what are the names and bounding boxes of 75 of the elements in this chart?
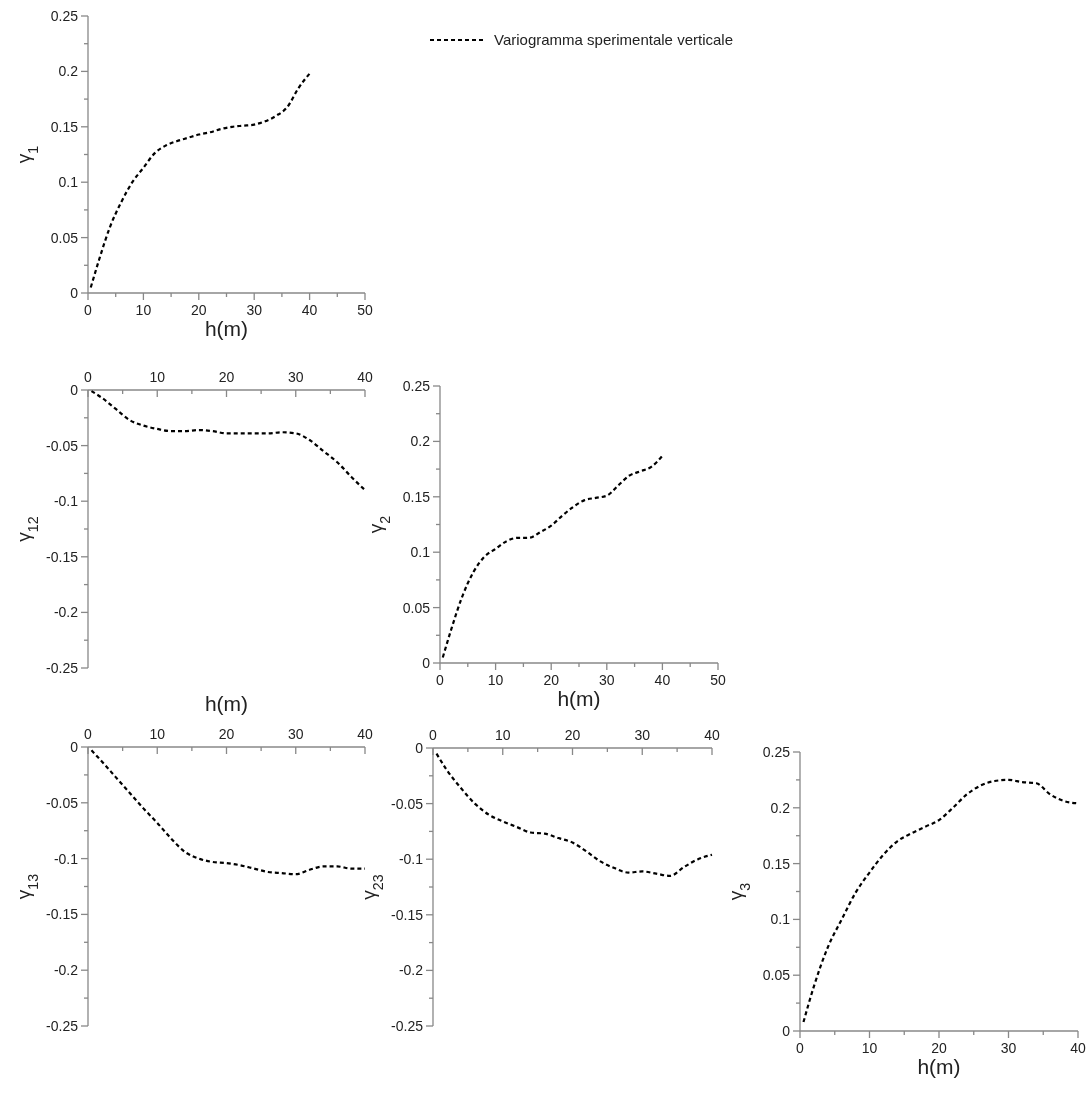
y-tick-label: 0.05 bbox=[762, 967, 791, 984]
y-tick-label: 0 bbox=[422, 654, 431, 671]
x-tick-label: 30 bbox=[287, 369, 304, 385]
x-tick-label: 0 bbox=[436, 672, 445, 688]
x-tick-label: 40 bbox=[1070, 1040, 1086, 1056]
x-tick-label: 10 bbox=[861, 1040, 878, 1056]
line-series bbox=[89, 72, 311, 289]
x-tick-label: 40 bbox=[357, 369, 373, 385]
y-tick-label: -0.25 bbox=[46, 659, 79, 676]
y-tick-label: -0.15 bbox=[391, 906, 424, 923]
y-tick-label: 0.2 bbox=[410, 433, 431, 450]
y-tick-label: -0.2 bbox=[53, 962, 79, 979]
x-axis-title: h(m) bbox=[204, 317, 249, 340]
x-tick-label: 20 bbox=[218, 369, 235, 385]
y-tick-label: 0.15 bbox=[762, 855, 791, 872]
x-tick-label: 30 bbox=[246, 302, 263, 318]
x-tick-label: 50 bbox=[710, 672, 726, 688]
y-tick-label: -0.15 bbox=[46, 548, 79, 565]
x-axis-title: h(m) bbox=[917, 1055, 961, 1078]
y-tick-label: 0.25 bbox=[50, 7, 79, 24]
x-tick-label: 0 bbox=[796, 1040, 805, 1056]
y-tick-label: -0.1 bbox=[53, 850, 79, 867]
x-axis-title: h(m) bbox=[204, 692, 249, 715]
y-tick-label: 0.1 bbox=[58, 174, 79, 191]
x-tick-label: 10 bbox=[149, 369, 166, 385]
y-tick-label: -0.1 bbox=[398, 851, 424, 868]
y-tick-label: -0.05 bbox=[46, 794, 79, 811]
x-tick-label: 30 bbox=[634, 727, 651, 743]
y-tick-label: 0.25 bbox=[762, 743, 791, 760]
y-tick-label: 0.2 bbox=[770, 799, 791, 816]
x-tick-label: 10 bbox=[135, 302, 152, 318]
legend-label: Variogramma sperimentale verticale bbox=[494, 31, 733, 49]
x-tick-label: 40 bbox=[654, 672, 671, 688]
x-tick-label: 10 bbox=[149, 726, 166, 742]
y-tick-label: 0 bbox=[70, 284, 79, 301]
y-tick-label: 0.15 bbox=[50, 118, 79, 135]
y-tick-label: 0.2 bbox=[58, 63, 79, 80]
x-tick-label: 20 bbox=[191, 302, 207, 318]
y-tick-label: -0.2 bbox=[398, 962, 424, 979]
x-tick-label: 40 bbox=[704, 727, 720, 743]
x-tick-label: 20 bbox=[931, 1040, 947, 1056]
x-tick-label: 0 bbox=[84, 369, 93, 385]
y-tick-label: -0.05 bbox=[46, 437, 79, 454]
x-tick-label: 20 bbox=[218, 726, 235, 742]
x-tick-label: 20 bbox=[543, 672, 560, 688]
x-tick-label: 0 bbox=[84, 302, 93, 318]
y-tick-label: 0.15 bbox=[402, 488, 431, 505]
x-tick-label: 40 bbox=[301, 302, 318, 318]
y-tick-label: 0.1 bbox=[410, 544, 431, 561]
y-tick-label: 0 bbox=[70, 381, 79, 398]
y-tick-label: -0.1 bbox=[53, 493, 79, 510]
x-tick-label: 30 bbox=[1000, 1040, 1017, 1056]
x-tick-label: 20 bbox=[564, 727, 581, 743]
line-series bbox=[435, 752, 714, 877]
y-tick-label: 0.1 bbox=[770, 911, 791, 928]
x-tick-label: 10 bbox=[494, 727, 511, 743]
y-tick-label: 0 bbox=[782, 1022, 791, 1039]
line-series bbox=[441, 454, 664, 659]
y-tick-label: -0.2 bbox=[53, 604, 79, 621]
y-tick-label: -0.15 bbox=[46, 906, 79, 923]
y-tick-label: 0.05 bbox=[402, 599, 431, 616]
x-tick-label: 10 bbox=[487, 672, 504, 688]
y-tick-label: -0.25 bbox=[46, 1017, 79, 1034]
x-axis-title: h(m) bbox=[557, 687, 601, 710]
y-tick-label: 0.25 bbox=[402, 377, 431, 394]
x-tick-label: 0 bbox=[84, 726, 93, 742]
x-tick-label: 30 bbox=[287, 726, 304, 742]
y-tick-label: -0.25 bbox=[391, 1017, 424, 1034]
y-tick-label: 0.05 bbox=[50, 229, 79, 246]
y-tick-label: 0 bbox=[415, 739, 424, 756]
x-tick-label: 30 bbox=[599, 672, 615, 688]
x-tick-label: 40 bbox=[357, 726, 373, 742]
y-tick-label: 0 bbox=[70, 738, 79, 755]
x-tick-label: 50 bbox=[357, 302, 373, 318]
y-tick-label: -0.05 bbox=[391, 795, 424, 812]
